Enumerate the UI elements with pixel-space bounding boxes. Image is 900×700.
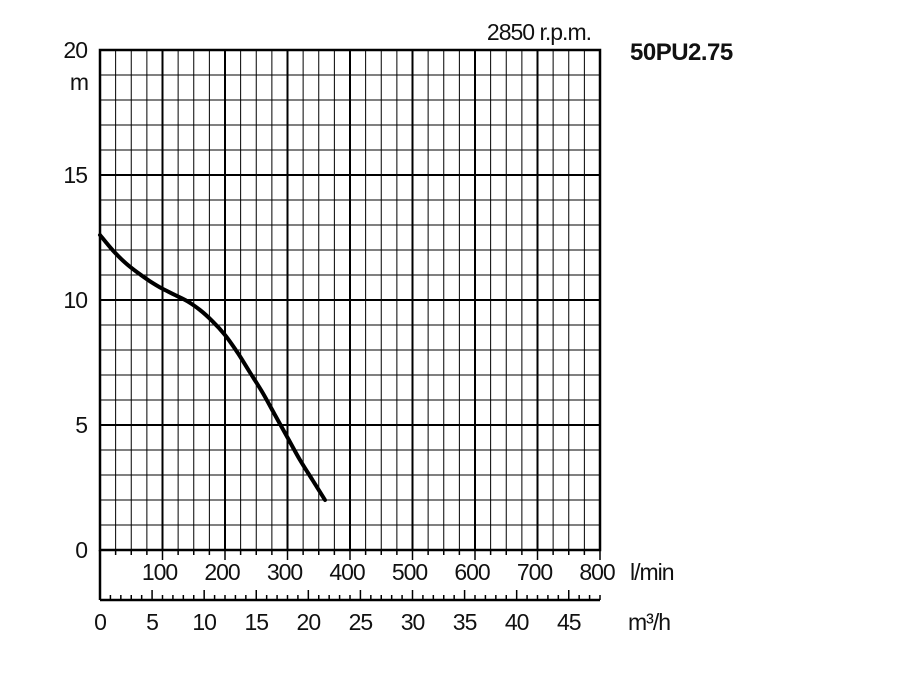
x-tick-label-lmin: 400	[329, 559, 365, 585]
y-tick-label: 5	[75, 412, 87, 438]
head-flow-curve	[98, 233, 327, 502]
x-tick-label-m3h: 45	[557, 609, 581, 635]
x-tick-label-lmin: 700	[517, 559, 553, 585]
x-tick-label-m3h: 30	[401, 609, 425, 635]
x-tick-label-m3h: 20	[297, 609, 321, 635]
x-tick-label-m3h: 5	[146, 609, 158, 635]
x-tick-label-lmin: 300	[267, 559, 303, 585]
x-axis-label-m3h: m³/h	[628, 609, 670, 635]
y-axis-label: m	[70, 69, 88, 95]
tick-labels: 0 5 10 15 20 100 200 300 400 500 600 700 800 0 5 10 15 20…	[63, 37, 615, 635]
x-tick-label-lmin: 600	[454, 559, 490, 585]
x-axis-label-lmin: l/min	[630, 559, 674, 585]
y-tick-label: 10	[63, 287, 87, 313]
x-tick-label-lmin: 200	[204, 559, 240, 585]
curve-layer	[98, 233, 327, 502]
x-tick-label-lmin: 800	[579, 559, 615, 585]
x-tick-label-m3h: 35	[453, 609, 477, 635]
x-tick-label-m3h: 40	[505, 609, 529, 635]
y-tick-label: 15	[63, 162, 87, 188]
y-tick-label: 20	[63, 37, 87, 63]
axes	[98, 48, 602, 602]
x-tick-label-m3h: 10	[192, 609, 216, 635]
y-tick-label: 0	[75, 537, 87, 563]
rpm-label: 2850 r.p.m.	[487, 19, 591, 45]
x-tick-label-m3h: 0	[94, 609, 106, 635]
x-tick-label-lmin: 500	[392, 559, 428, 585]
major-gridlines	[100, 50, 600, 550]
x-tick-label-lmin: 100	[142, 559, 178, 585]
x-tick-label-m3h: 25	[349, 609, 373, 635]
x-tick-label-m3h: 15	[244, 609, 268, 635]
chart-title: 50PU2.75	[630, 39, 733, 66]
